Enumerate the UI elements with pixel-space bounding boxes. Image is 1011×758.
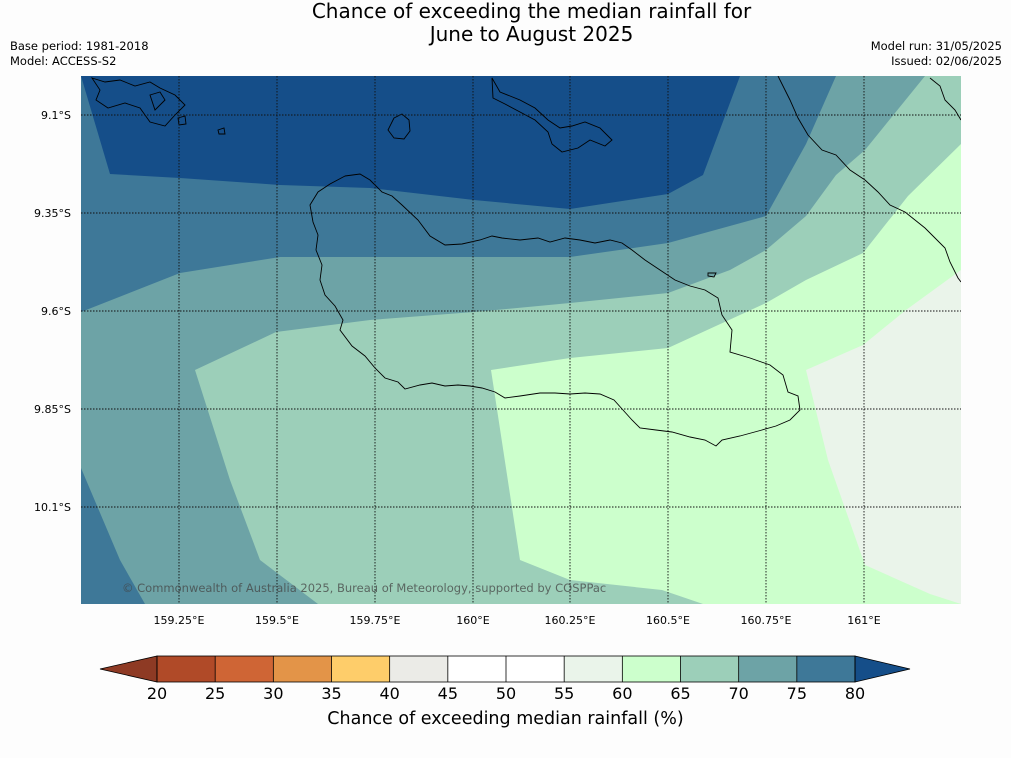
colorbar-frame	[156, 655, 856, 683]
colorbar-segment-25-30	[215, 656, 274, 682]
colorbar-extend-low	[99, 655, 158, 683]
colorbar-tick-label: 40	[379, 684, 400, 703]
title-line-2: June to August 2025	[429, 22, 634, 46]
colorbar-tick-label: 60	[612, 684, 633, 703]
colorbar-segment-50-55	[506, 656, 565, 682]
coastline-east	[777, 76, 961, 283]
coastline-main-island	[309, 173, 801, 447]
colorbar-tick-label: 70	[728, 684, 749, 703]
colorbar-title: Chance of exceeding median rainfall (%)	[327, 709, 684, 729]
lat-label: 9.1°S	[41, 109, 71, 122]
colorbar-tick-labels: 20 25 30 35 40 45 50 55 60 65 70 75 80	[0, 684, 1011, 706]
lat-label: 10.1°S	[34, 501, 71, 514]
graticule	[81, 76, 961, 604]
coastline-nw-islet	[149, 91, 166, 111]
lon-label: 159.25°E	[154, 614, 205, 627]
band-75-80-sw	[81, 468, 145, 604]
colorbar-segment-60-65	[622, 656, 681, 682]
meta-left: Base period: 1981-2018 Model: ACCESS-S2	[10, 39, 149, 69]
model-run-text: Model run: 31/05/2025	[870, 39, 1002, 53]
lon-label: 159.75°E	[350, 614, 401, 627]
title-line-1: Chance of exceeding the median rainfall …	[311, 0, 752, 23]
coastline-islet-east	[707, 272, 717, 278]
lon-label: 160°E	[456, 614, 489, 627]
model-text: Model: ACCESS-S2	[10, 54, 117, 68]
lon-label: 160.25°E	[545, 614, 596, 627]
lon-label: 159.5°E	[255, 614, 299, 627]
lon-label: 161°E	[847, 614, 880, 627]
coastline-nw-islet-3	[217, 127, 226, 135]
colorbar-segment-35-40	[331, 656, 390, 682]
colorbar-segment-75-80	[796, 656, 855, 682]
colorbar-segment-70-75	[738, 656, 797, 682]
colorbar-extend-high	[854, 655, 911, 683]
colorbar-tick-label: 25	[204, 684, 226, 703]
issued-text: Issued: 02/06/2025	[891, 54, 1002, 68]
colorbar	[99, 655, 911, 683]
colorbar-segment-65-70	[680, 656, 739, 682]
colorbar-tick-label: 80	[844, 684, 866, 703]
lat-labels: 9.1°S 9.35°S 9.6°S 9.85°S 10.1°S	[34, 109, 71, 514]
coastline-ne	[929, 77, 961, 121]
coastline-nw-islet-2	[177, 115, 187, 126]
colorbar-tick-label: 50	[495, 684, 517, 703]
colorbar-tick-label: 55	[553, 684, 575, 703]
colorbar-segment-55-60	[564, 656, 623, 682]
band-55-60	[806, 270, 961, 604]
probability-map	[81, 76, 961, 604]
lat-label: 9.6°S	[41, 305, 71, 318]
colorbar-tick-label: 30	[263, 684, 284, 703]
map-title: Chance of exceeding the median rainfall …	[0, 0, 1011, 46]
lat-label: 9.85°S	[34, 403, 71, 416]
lon-labels: 159.25°E 159.5°E 159.75°E 160°E 160.25°E…	[154, 614, 881, 627]
band-above-80	[81, 76, 740, 209]
copyright-text: © Commonwealth of Australia 2025, Bureau…	[122, 581, 606, 595]
colorbar-segment-45-50	[447, 656, 506, 682]
colorbar-segment-30-35	[273, 656, 332, 682]
colorbar-tick-label: 45	[437, 684, 458, 703]
colorbar-tick-label: 35	[321, 684, 342, 703]
colorbar-segment-40-45	[389, 656, 448, 682]
colorbar-tick-label: 20	[146, 684, 168, 703]
lon-label: 160.75°E	[741, 614, 792, 627]
colorbar-tick-label: 65	[670, 684, 691, 703]
base-period-text: Base period: 1981-2018	[10, 39, 149, 53]
colorbar-segment-20-25	[157, 656, 216, 682]
lat-label: 9.35°S	[34, 207, 71, 220]
meta-right: Model run: 31/05/2025 Issued: 02/06/2025	[871, 39, 1002, 69]
colorbar-tick-label: 75	[786, 684, 807, 703]
lon-label: 160.5°E	[646, 614, 690, 627]
